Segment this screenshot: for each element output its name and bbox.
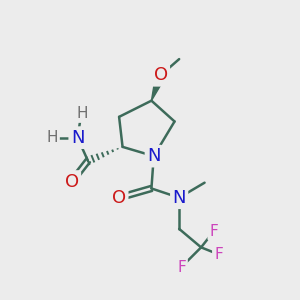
Text: O: O (112, 189, 126, 207)
Text: F: F (209, 224, 218, 239)
Text: O: O (65, 172, 79, 190)
Text: N: N (71, 129, 84, 147)
Text: F: F (177, 260, 186, 274)
Text: F: F (214, 247, 223, 262)
Text: O: O (154, 66, 168, 84)
Text: H: H (76, 106, 88, 121)
Text: N: N (172, 189, 186, 207)
Polygon shape (152, 74, 166, 101)
Text: N: N (147, 147, 160, 165)
Text: H: H (46, 130, 58, 145)
